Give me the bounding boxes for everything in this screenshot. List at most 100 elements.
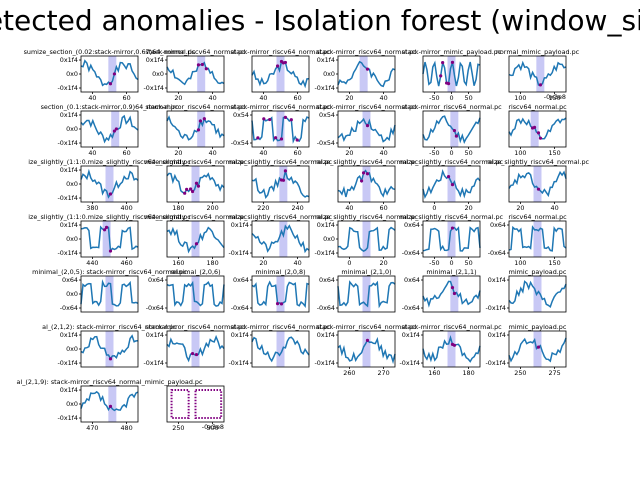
ytick-label: 0x1f4	[488, 331, 506, 339]
anomaly-window	[108, 56, 117, 92]
subplot-title: section_(0.1:stack-mirror,0.9)64_normal.…	[41, 103, 179, 111]
subplot-title: sumize_section_(0.02:stack-mirror,0.67)6…	[24, 48, 196, 56]
series-line	[80, 334, 139, 361]
anomaly-point-2	[204, 67, 208, 71]
ytick-label: -0x64	[402, 304, 420, 312]
axes-frame	[508, 110, 567, 148]
subplot-4: stack-mirror_mimic_payload.pc -50 0 50	[402, 48, 502, 102]
xtick-label: 40	[380, 149, 388, 157]
anomaly-window	[447, 331, 456, 367]
ytick-label: 0x0	[66, 125, 78, 133]
xtick-label: 260	[343, 369, 355, 377]
subplot-title: stack-mirror_riscv64_normal.pc	[316, 48, 417, 56]
xtick-label: 270	[377, 369, 389, 377]
axes-frame	[251, 110, 310, 148]
anomaly-point-0	[538, 83, 543, 87]
anomaly-point-0	[450, 285, 455, 290]
anomaly-point-1	[104, 225, 109, 230]
subplot-title: stack-mirror_riscv64_normal.pc	[401, 103, 502, 111]
ytick-label: 0x64	[404, 221, 420, 229]
anomaly-window	[105, 166, 114, 202]
ytick-label: 0x1f4	[146, 331, 164, 339]
xtick-label: 20	[259, 259, 267, 267]
anomaly-point-0	[108, 357, 113, 361]
anomaly-point-4	[279, 137, 284, 141]
anomaly-window	[191, 221, 200, 257]
series-line	[422, 115, 481, 144]
anomaly-point-5	[283, 115, 288, 119]
anomaly-point-1	[532, 125, 537, 129]
anomaly-point-0	[536, 345, 541, 349]
anomaly-point-1	[114, 127, 118, 131]
axes-frame	[422, 275, 481, 313]
xtick-label: 0	[432, 204, 436, 212]
subplot-title: stack-mirror_riscv64_normal.pc	[230, 48, 331, 56]
ytick-label: -0x1f4	[228, 249, 249, 257]
anomaly-point-2	[268, 117, 272, 122]
ytick-label: -0x1f4	[314, 84, 335, 92]
axes-frame	[251, 220, 310, 258]
xtick-label: 60	[123, 149, 131, 157]
xtick-label: 0	[347, 259, 351, 267]
subplot-title: mize_slightly_riscv64_normal.pc	[144, 158, 248, 166]
anomaly-point-1	[452, 343, 457, 347]
ytick-label: -0x54	[231, 139, 249, 147]
anomaly-point-0	[190, 351, 195, 356]
axes-frame	[251, 55, 310, 93]
anomaly-point-2	[188, 187, 193, 191]
ytick-label: 0x1f4	[231, 331, 249, 339]
ytick-label: 0x1f4	[60, 56, 78, 64]
ytick-label: 0x0	[152, 70, 164, 78]
anomaly-block-1	[194, 389, 223, 419]
xtick-label: 20	[516, 204, 524, 212]
subplot-10: stack-mirror_riscv64_normal.pc -50 0 50	[401, 103, 502, 157]
series-line	[508, 170, 567, 198]
axes-frame	[166, 220, 225, 258]
ytick-label: -0x1f4	[485, 359, 506, 367]
xtick-label: 180	[206, 259, 218, 267]
subplot-27: minimal_(2,1,0) 0x64 -0x64	[317, 268, 396, 313]
series-line	[337, 226, 396, 252]
anomaly-point-0	[365, 338, 370, 342]
anomaly-point-4	[450, 60, 455, 64]
xtick-label: 160	[172, 259, 184, 267]
anomaly-window	[191, 276, 200, 312]
subplot-30: al_(2,1,2): stack-mirror_riscv64_normal.…	[42, 323, 177, 368]
ytick-label: 0x64	[490, 221, 506, 229]
subplot-title: al_(2,1,2): stack-mirror_riscv64_normal.…	[42, 323, 177, 331]
ytick-label: -0x1f4	[314, 249, 335, 257]
ytick-label: 0x0	[66, 70, 78, 78]
xtick-label: 40	[259, 94, 267, 102]
xtick-label: 40	[380, 94, 388, 102]
subplot-11: riscv64_normal.pc 100 150	[508, 103, 567, 157]
axes-frame	[166, 330, 225, 368]
ytick-label: 0x1f4	[60, 386, 78, 394]
anomaly-window	[105, 276, 114, 312]
ytick-label: 0x64	[319, 276, 335, 284]
anomaly-point-0	[446, 175, 451, 179]
series-line	[337, 280, 396, 309]
subplot-16: mize_slightly_riscv64_normal.pc 0 20	[400, 158, 504, 212]
subplot-title: mize_slightly_riscv64_normal.pc	[229, 213, 333, 221]
subplot-title: mimic_payload.pc	[509, 323, 567, 331]
subplot-28: minimal_(2,1,1) 0x64 -0x64	[402, 268, 481, 313]
ytick-label: 0x0	[66, 235, 78, 243]
anomaly-point-5	[196, 184, 201, 188]
xtick-label: 240	[291, 204, 303, 212]
axes-frame	[337, 275, 396, 313]
subplot-title: stack-mirror_mimic_payload.pc	[402, 48, 502, 56]
subplot-title: mimic_payload.pc	[509, 268, 567, 276]
subplot-18: ize_slightly_(1:1:0.mize_slightly_riscv6…	[28, 213, 191, 267]
subplot-2: stack-mirror_riscv64_normal.pc 40 60	[230, 48, 331, 102]
series-line	[337, 336, 396, 365]
ytick-label: 0x1f4	[60, 111, 78, 119]
anomaly-point-1	[185, 187, 189, 192]
xtick-label: 100	[514, 149, 526, 157]
anomaly-point-3	[190, 189, 195, 194]
series-line	[508, 225, 567, 252]
anomaly-point-3	[273, 136, 278, 140]
axes-frame	[251, 165, 310, 203]
